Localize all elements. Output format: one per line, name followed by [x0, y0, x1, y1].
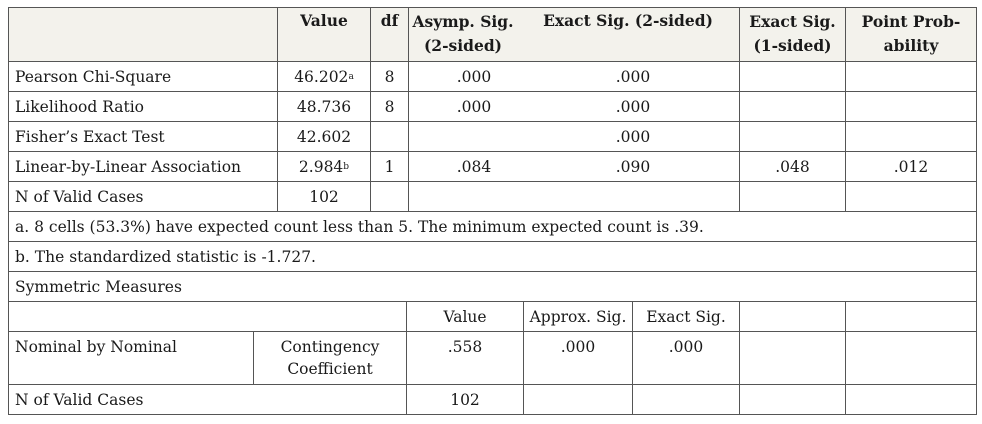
linear-value: 2.984 b — [298, 157, 350, 176]
header-value: Value — [300, 11, 348, 30]
sym-header-value: Value — [443, 307, 487, 326]
sym-row-approx-sig: .000 — [560, 338, 596, 356]
header-asymp-sig: Asymp. Sig. (2-sided) — [412, 12, 514, 55]
likelihood-df: 8 — [384, 97, 395, 116]
row-label-pearson: Pearson Chi-Square — [15, 67, 172, 86]
footnote-b: b. The standardized statistic is -1.727. — [15, 247, 316, 266]
likelihood-exact-sig-2: .000 — [615, 97, 651, 116]
sym-row-value: .558 — [447, 338, 483, 356]
header-exact-sig-2-sided: Exact Sig. (2-sided) — [543, 11, 713, 30]
n-valid-value: 102 — [309, 187, 339, 206]
header-background — [8, 7, 977, 61]
footnote-a: a. 8 cells (53.3%) have expected count l… — [15, 217, 704, 236]
likelihood-value: 48.736 — [296, 97, 352, 116]
sym-row-measure: Contingency Coefficient — [280, 338, 380, 378]
pearson-value: 46.202 a — [294, 67, 354, 86]
sym-header-exact-sig: Exact Sig. — [646, 307, 726, 326]
fisher-value: 42.602 — [296, 127, 352, 146]
row-label-n-valid: N of Valid Cases — [15, 187, 144, 206]
symmetric-measures-title: Symmetric Measures — [15, 277, 182, 296]
likelihood-asymp-sig: .000 — [456, 97, 492, 116]
row-label-fisher: Fisher’s Exact Test — [15, 127, 165, 146]
sym-row-exact-sig: .000 — [668, 338, 704, 356]
pearson-df: 8 — [384, 67, 395, 86]
sym-row-label: Nominal by Nominal — [15, 338, 177, 356]
header-exact-sig-1-sided: Exact Sig. (1-sided) — [749, 12, 836, 55]
sym-n-valid-label: N of Valid Cases — [15, 390, 144, 409]
linear-exact-sig-1: .048 — [775, 157, 810, 176]
row-label-likelihood: Likelihood Ratio — [15, 97, 145, 116]
linear-exact-sig-2: .090 — [615, 157, 651, 176]
header-point-probability: Point Prob- ability — [861, 12, 961, 55]
sym-n-valid-value: 102 — [450, 390, 480, 409]
pearson-asymp-sig: .000 — [456, 67, 492, 86]
fisher-exact-sig-2: .000 — [615, 127, 651, 146]
sym-header-approx-sig: Approx. Sig. — [529, 307, 627, 326]
statistics-table: Value df Asymp. Sig. (2-sided) Exact Sig… — [8, 7, 977, 415]
linear-point-probability: .012 — [893, 157, 929, 176]
linear-df: 1 — [384, 157, 395, 176]
row-label-linear: Linear-by-Linear Association — [15, 157, 242, 176]
header-df: df — [380, 11, 399, 30]
pearson-exact-sig-2: .000 — [615, 67, 651, 86]
linear-asymp-sig: .084 — [456, 157, 492, 176]
